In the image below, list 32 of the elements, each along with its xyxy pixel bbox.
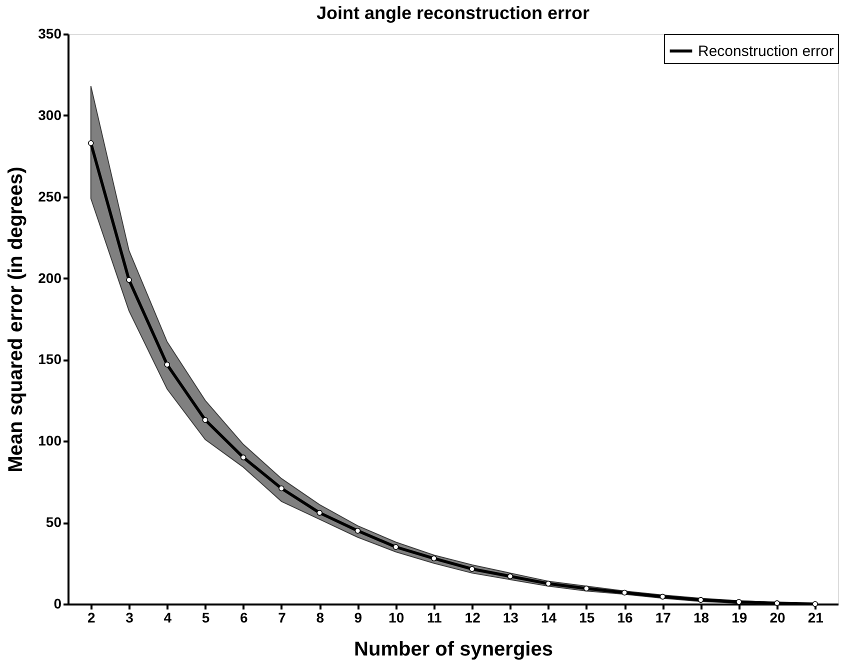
x-tick-label: 5 <box>202 610 210 626</box>
y-tick-label: 250 <box>38 188 62 204</box>
x-tick-label: 20 <box>770 610 786 626</box>
x-tick-label: 7 <box>278 610 286 626</box>
x-tick-label: 16 <box>617 610 634 626</box>
y-tick-label: 50 <box>46 514 62 530</box>
x-tick-label: 21 <box>808 610 824 626</box>
x-axis-title: Number of synergies <box>354 638 553 660</box>
x-tick-label: 18 <box>693 610 710 626</box>
x-tick-label: 2 <box>87 610 96 626</box>
x-tick-label: 15 <box>579 610 595 626</box>
y-tick-label: 300 <box>38 106 62 123</box>
x-tick-label: 13 <box>502 610 519 626</box>
x-tick-label: 8 <box>316 610 324 626</box>
x-tick-label: 14 <box>541 610 557 626</box>
chart-title: Joint angle reconstruction error <box>316 3 590 23</box>
x-tick-label: 19 <box>732 610 748 626</box>
y-tick-label: 100 <box>38 432 62 449</box>
y-tick-label: 200 <box>38 270 62 286</box>
y-axis-title: Mean squared error (in degrees) <box>5 166 28 472</box>
x-tick-label: 17 <box>655 610 672 626</box>
x-tick-label: 9 <box>354 610 362 626</box>
y-tick-label: 150 <box>38 351 62 368</box>
y-tick-label: 0 <box>54 596 62 612</box>
y-tick-label: 350 <box>38 26 62 42</box>
x-tick-label: 3 <box>126 610 134 626</box>
x-tick-label: 11 <box>427 610 442 626</box>
x-tick-label: 6 <box>240 610 248 626</box>
x-tick-label: 12 <box>464 610 481 626</box>
x-tick-label: 4 <box>164 610 172 626</box>
x-tick-label: 10 <box>388 610 404 626</box>
legend-label: Reconstruction error <box>698 43 834 60</box>
